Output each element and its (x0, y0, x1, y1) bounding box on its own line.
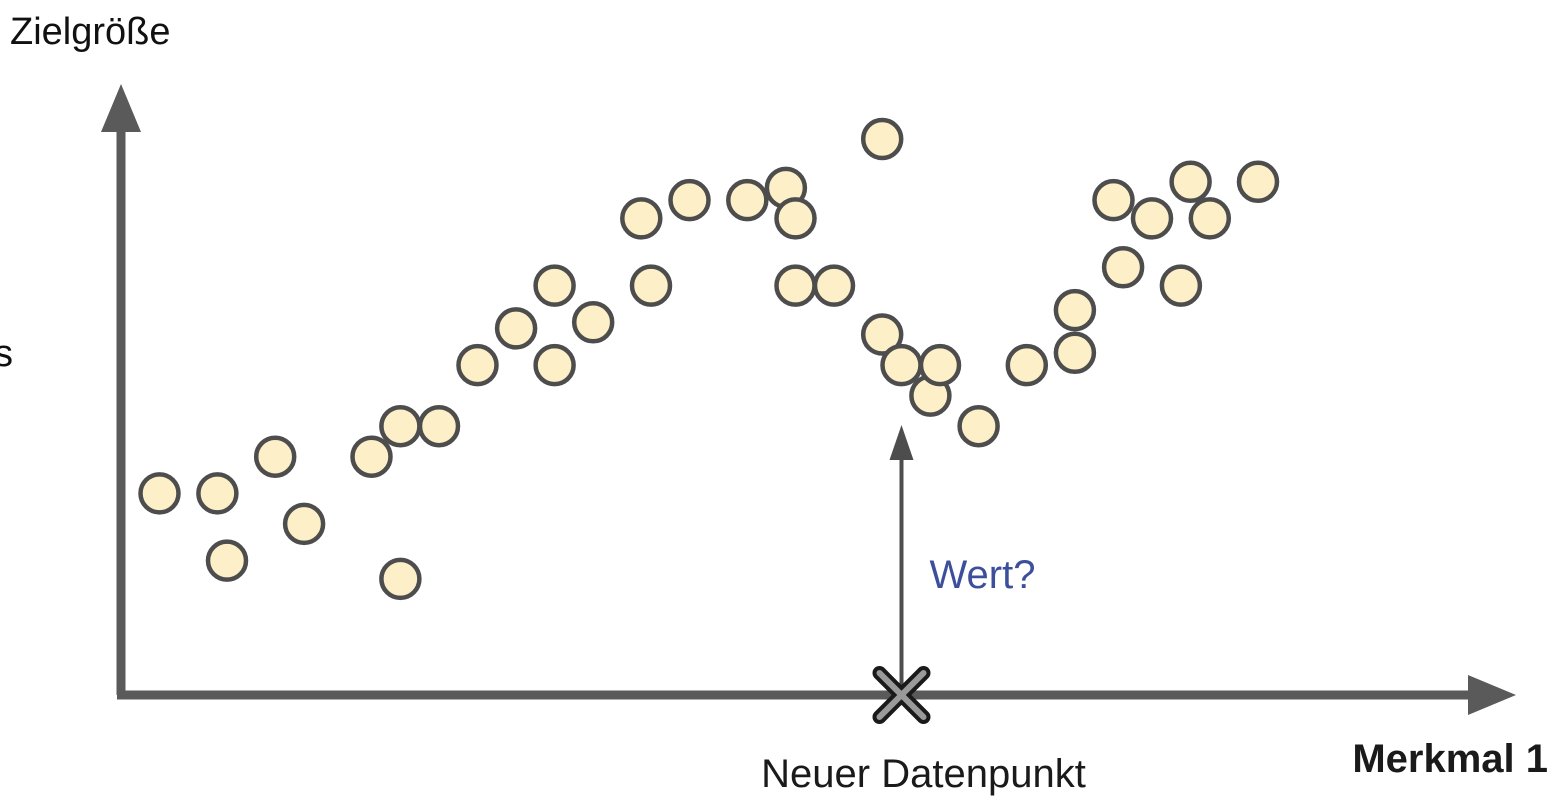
data-point (1188, 197, 1232, 240)
data-point (282, 502, 326, 546)
x-axis-label: Merkmal 1 (1352, 737, 1548, 781)
data-point (860, 313, 904, 356)
data-point (379, 557, 422, 601)
query-arrow (889, 425, 914, 685)
data-point (1053, 331, 1097, 375)
data-point (533, 343, 576, 387)
data-point (1092, 178, 1135, 222)
data-point (774, 264, 817, 307)
data-point (571, 301, 615, 344)
data-point (1130, 197, 1174, 240)
data-point (494, 307, 538, 350)
data-point (860, 117, 904, 161)
data-point (1236, 160, 1280, 204)
data-point (918, 343, 962, 387)
x-axis-arrowhead (1468, 675, 1516, 715)
data-point (205, 539, 249, 582)
data-point (1101, 246, 1145, 289)
query-arrow-head (889, 425, 914, 460)
data-point (1005, 343, 1049, 387)
data-point (668, 178, 711, 222)
data-point (379, 404, 422, 448)
data-point (726, 178, 769, 222)
data-point (350, 435, 393, 478)
query-label: Wert? (929, 553, 1035, 597)
data-point (1053, 288, 1097, 332)
side-text-fragment: s (0, 333, 13, 375)
y-axis-label: Zielgröße (10, 11, 171, 53)
data-point (417, 404, 461, 448)
data-point (629, 264, 673, 307)
data-points (138, 117, 1280, 601)
y-axis-arrowhead (101, 84, 141, 132)
data-point (620, 197, 663, 240)
data-point (533, 264, 576, 307)
data-point (253, 435, 297, 478)
axes (101, 84, 1516, 715)
data-point (1159, 264, 1203, 307)
new-point-label: Neuer Datenpunkt (761, 752, 1086, 796)
data-point (138, 472, 181, 515)
data-point (456, 343, 499, 387)
data-point (1169, 160, 1212, 204)
data-point (812, 264, 856, 307)
data-point (196, 472, 239, 515)
data-point (880, 343, 923, 387)
data-point (957, 404, 1000, 448)
new-point-marker (872, 666, 931, 724)
data-point (774, 197, 817, 240)
